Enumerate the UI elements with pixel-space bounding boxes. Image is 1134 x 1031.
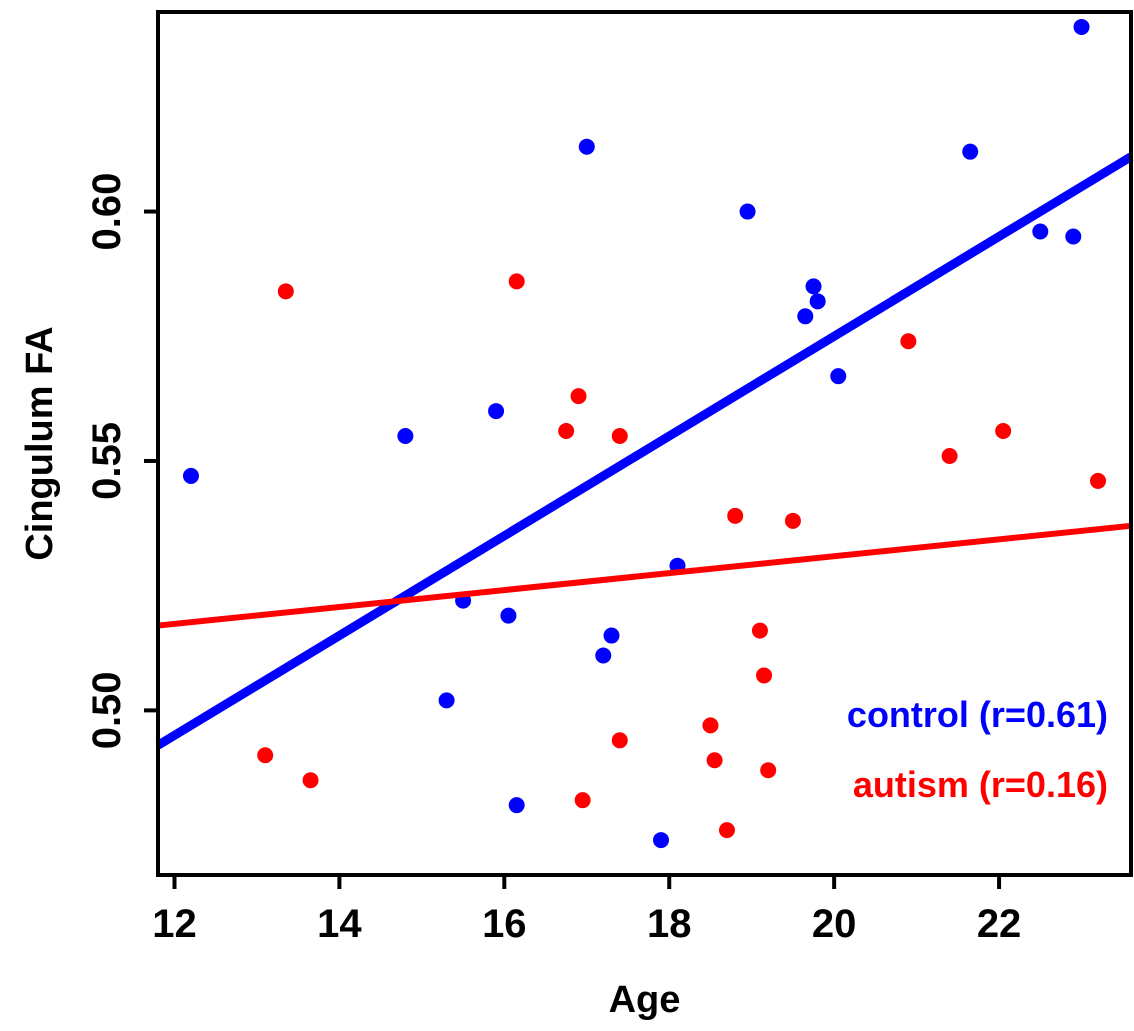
y-axis-title: Cingulum FA [19, 326, 61, 560]
x-tick-label: 12 [152, 902, 197, 946]
autism-point [727, 507, 744, 524]
control-point [962, 143, 979, 160]
autism-point [900, 333, 917, 350]
autism-point [257, 747, 274, 764]
fit-lines-layer [155, 152, 1134, 750]
y-tick-label: 0.50 [85, 671, 129, 749]
control-point [508, 797, 525, 814]
control-point [595, 647, 612, 664]
legend: control (r=0.61) autism (r=0.16) [847, 694, 1108, 805]
y-tick-label: 0.60 [85, 173, 129, 251]
y-tick-label: 0.55 [85, 422, 129, 500]
control-point [488, 403, 505, 420]
control-point [809, 293, 826, 310]
plot-frame [156, 10, 1133, 877]
points-layer [182, 18, 1107, 849]
control-point [797, 308, 814, 325]
autism-point [508, 273, 525, 290]
control-point [182, 467, 199, 484]
autism-point [570, 388, 587, 405]
autism-point [995, 423, 1012, 440]
x-tick-label: 16 [482, 902, 527, 946]
autism-point [751, 622, 768, 639]
control-point [652, 832, 669, 849]
autism-point [277, 283, 294, 300]
autism-point [574, 792, 591, 809]
autism-point [558, 423, 575, 440]
autism-point [760, 762, 777, 779]
control-point [438, 692, 455, 709]
autism-point [1090, 472, 1107, 489]
autism-point [718, 822, 735, 839]
legend-entry-control: control (r=0.61) [847, 694, 1108, 735]
autism-fit-line [157, 522, 1132, 629]
axes-layer: 12 14 16 18 20 22 0.50 0.55 0.60 [85, 173, 1021, 946]
autism-point [706, 752, 723, 769]
x-axis-title: Age [609, 979, 681, 1021]
control-fit-line [155, 152, 1134, 750]
control-point [1065, 228, 1082, 245]
control-point [1073, 18, 1090, 35]
x-tick-label: 14 [317, 902, 362, 946]
control-point [500, 607, 517, 624]
autism-point [302, 772, 319, 789]
legend-entry-autism: autism (r=0.16) [853, 764, 1108, 805]
autism-point [784, 512, 801, 529]
autism-point [611, 428, 628, 445]
control-point [805, 278, 822, 295]
control-point [1032, 223, 1049, 240]
control-point [830, 368, 847, 385]
autism-point [756, 667, 773, 684]
autism-point [702, 717, 719, 734]
control-point [578, 138, 595, 155]
x-tick-label: 22 [977, 902, 1022, 946]
autism-point [611, 732, 628, 749]
control-point [397, 428, 414, 445]
control-point [603, 627, 620, 644]
x-tick-label: 20 [812, 902, 857, 946]
x-tick-label: 18 [647, 902, 692, 946]
control-point [739, 203, 756, 220]
autism-point [941, 447, 958, 464]
